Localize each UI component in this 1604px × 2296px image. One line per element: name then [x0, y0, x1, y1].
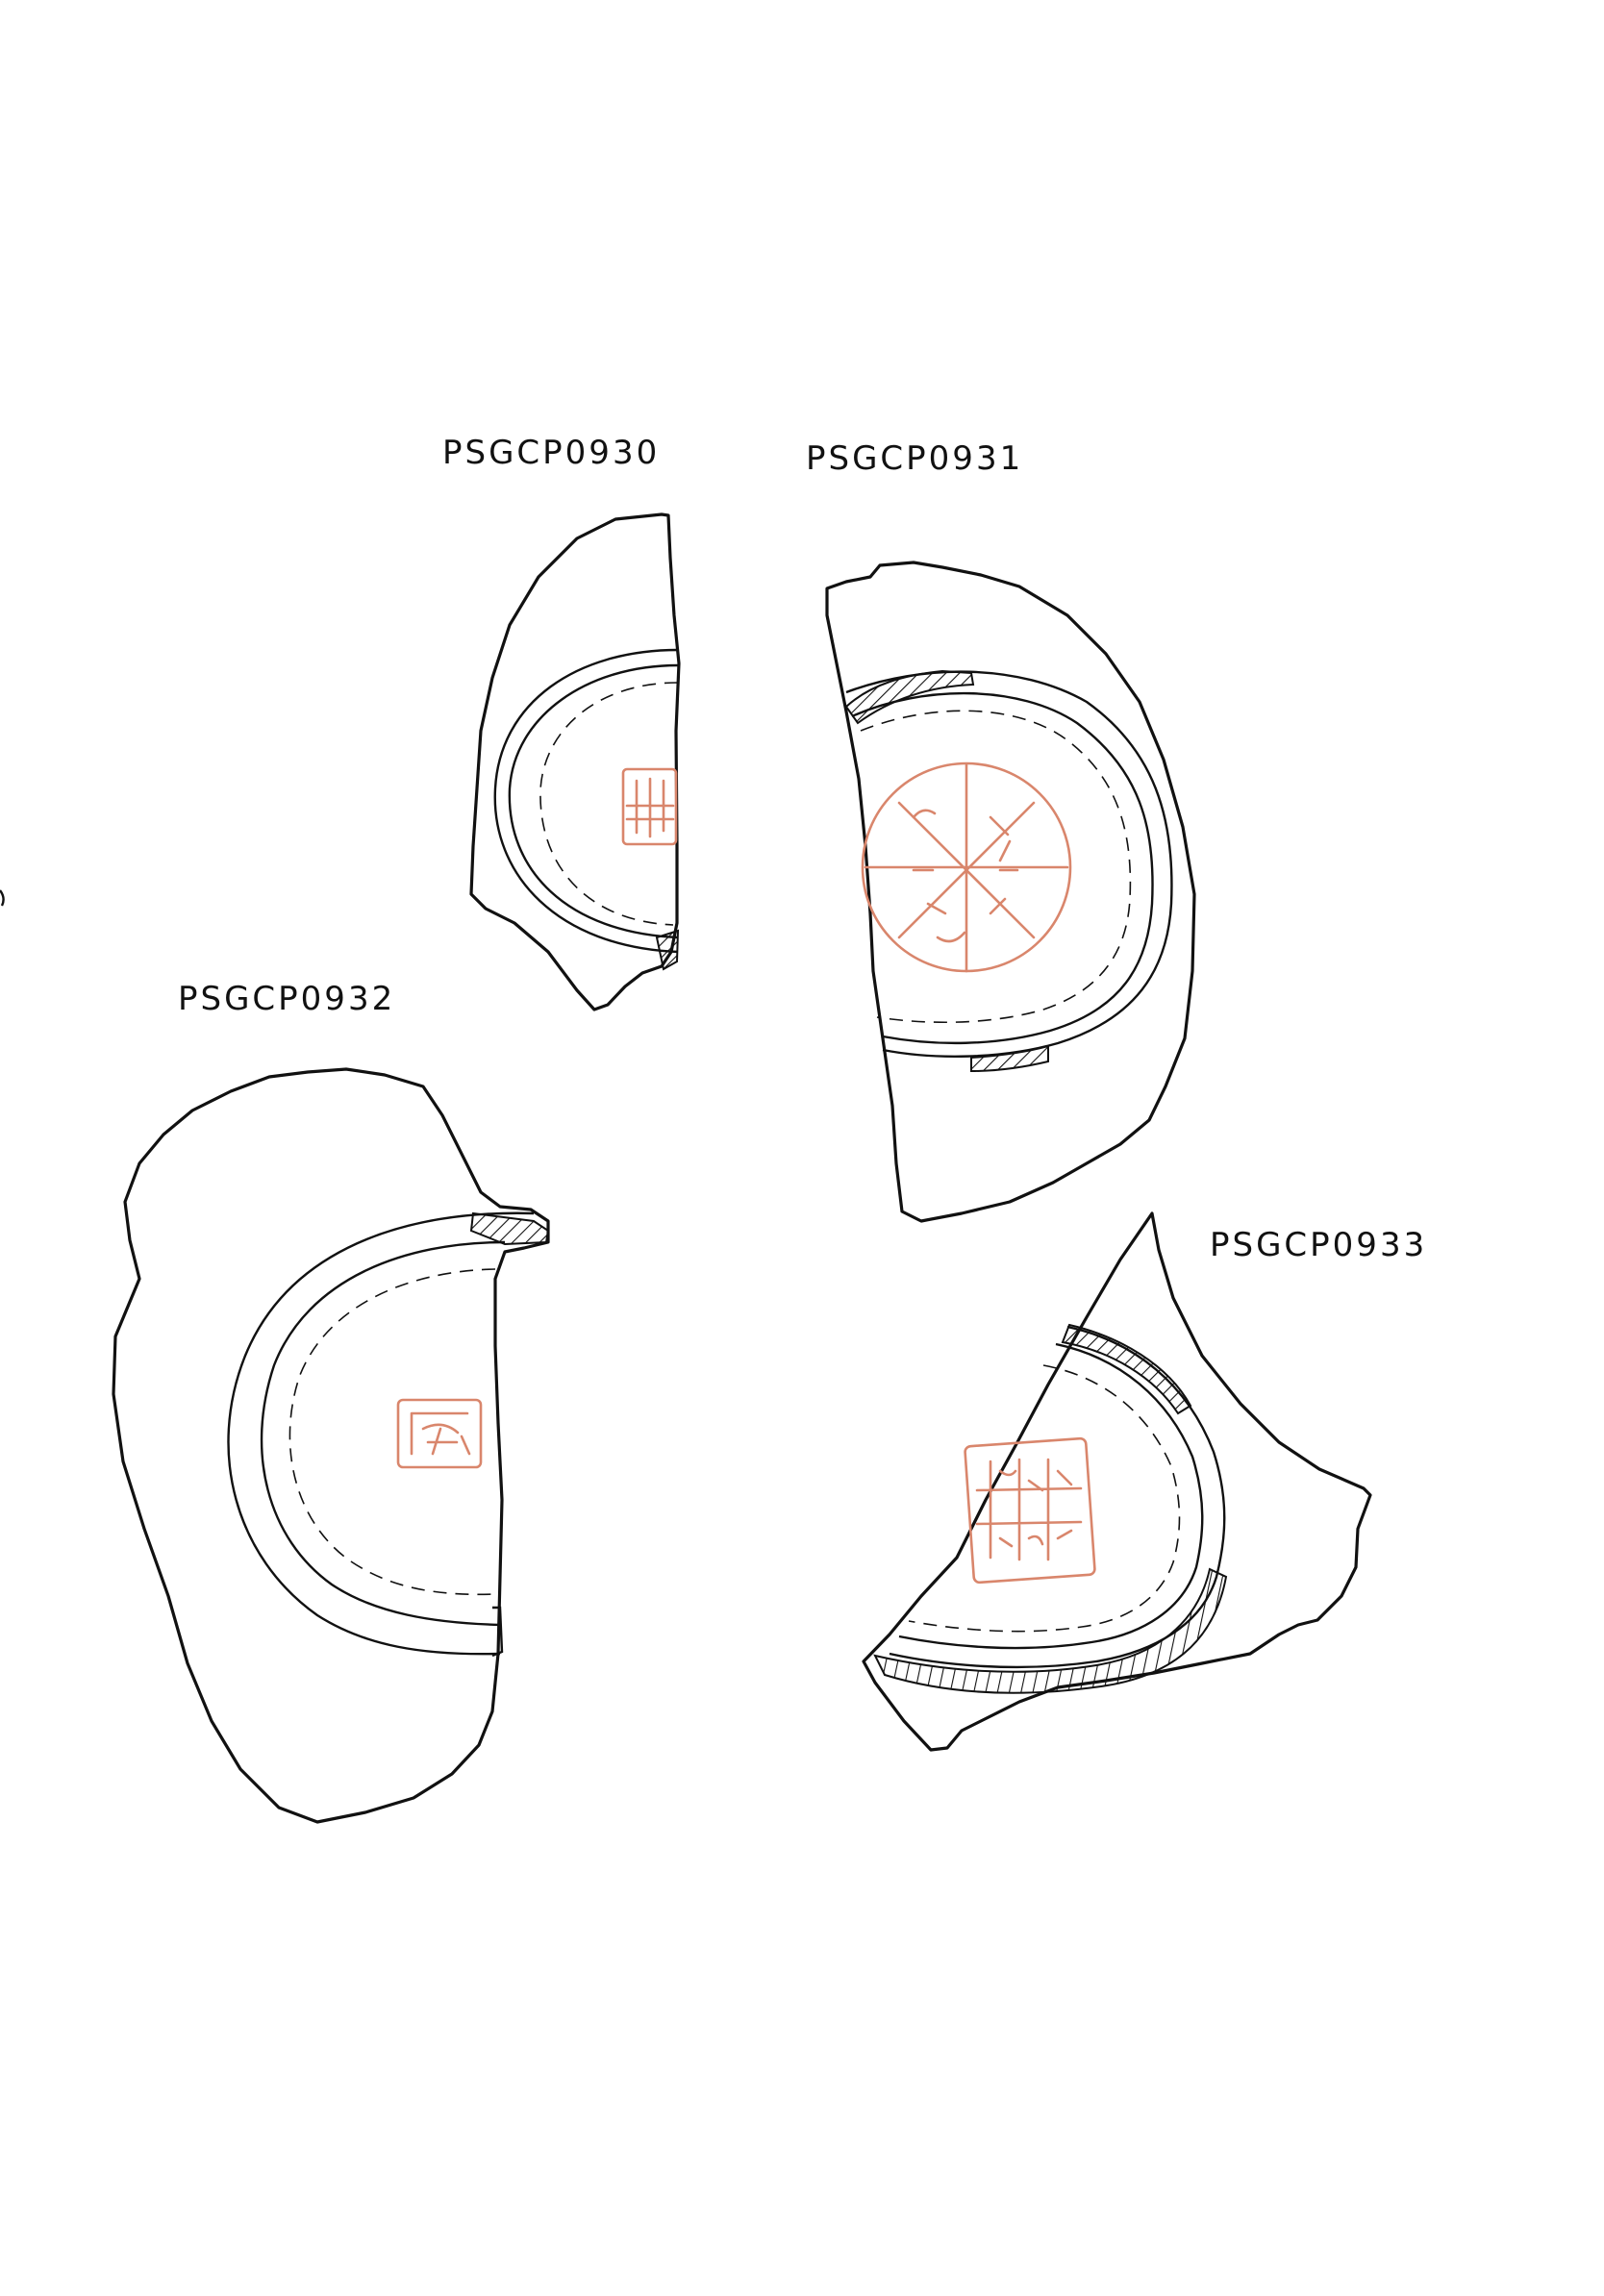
stamp-mark — [621, 767, 678, 846]
edge-mark — [0, 889, 5, 907]
glaze-edge — [908, 1364, 1181, 1633]
section-hatch-bottom — [873, 1567, 1228, 1694]
sherd-outline — [112, 1067, 550, 1824]
foot-ring-outer — [845, 670, 1173, 1058]
section-hatch-top — [1061, 1323, 1192, 1415]
sherd-psgcp0932: PSGCP0932 — [112, 980, 550, 1824]
foot-ring-inner — [508, 663, 679, 939]
section-hatch-top — [844, 669, 975, 725]
stamp-mark — [964, 1436, 1096, 1585]
foot-ring-inner — [851, 691, 1154, 1045]
sherd-outline — [825, 561, 1196, 1223]
foot-ring-outer — [227, 1211, 535, 1656]
sherd-label: PSGCP0933 — [1210, 1226, 1427, 1264]
sherd-psgcp0930: PSGCP0930 — [442, 434, 681, 1011]
sherd-label: PSGCP0932 — [178, 980, 395, 1018]
foot-ring-inner — [898, 1342, 1204, 1650]
rim-end — [491, 1606, 504, 1658]
foot-ring-inner — [260, 1240, 506, 1627]
stamp-mark — [396, 1398, 483, 1469]
glaze-edge — [860, 710, 1132, 1024]
sherd-psgcp0931: PSGCP0931 — [806, 439, 1196, 1223]
section-hatch — [655, 929, 680, 971]
sherd-label: PSGCP0931 — [806, 439, 1023, 478]
section-hatch — [469, 1211, 550, 1246]
glaze-edge — [539, 682, 679, 926]
glaze-edge — [288, 1268, 496, 1596]
section-hatch-bottom — [970, 1044, 1049, 1073]
sherd-psgcp0933: PSGCP0933 — [862, 1211, 1427, 1752]
sherd-label: PSGCP0930 — [442, 434, 660, 472]
sherd-outline — [469, 512, 681, 1011]
foot-ring-outer — [493, 648, 679, 954]
foot-ring-outer — [889, 1325, 1226, 1669]
stamp-mark — [861, 761, 1072, 973]
